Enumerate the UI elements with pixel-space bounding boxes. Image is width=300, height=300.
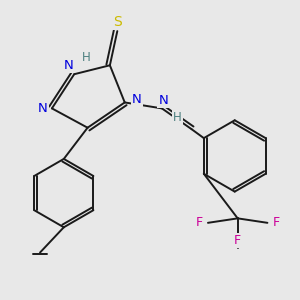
Text: S: S — [113, 15, 122, 29]
Text: N: N — [132, 93, 142, 106]
Text: N: N — [38, 102, 48, 115]
Text: F: F — [234, 234, 241, 247]
Text: F: F — [273, 216, 280, 229]
Text: H: H — [82, 51, 91, 64]
Text: H: H — [173, 111, 182, 124]
Text: N: N — [63, 59, 73, 72]
Text: N: N — [158, 94, 168, 106]
Text: F: F — [196, 216, 202, 229]
